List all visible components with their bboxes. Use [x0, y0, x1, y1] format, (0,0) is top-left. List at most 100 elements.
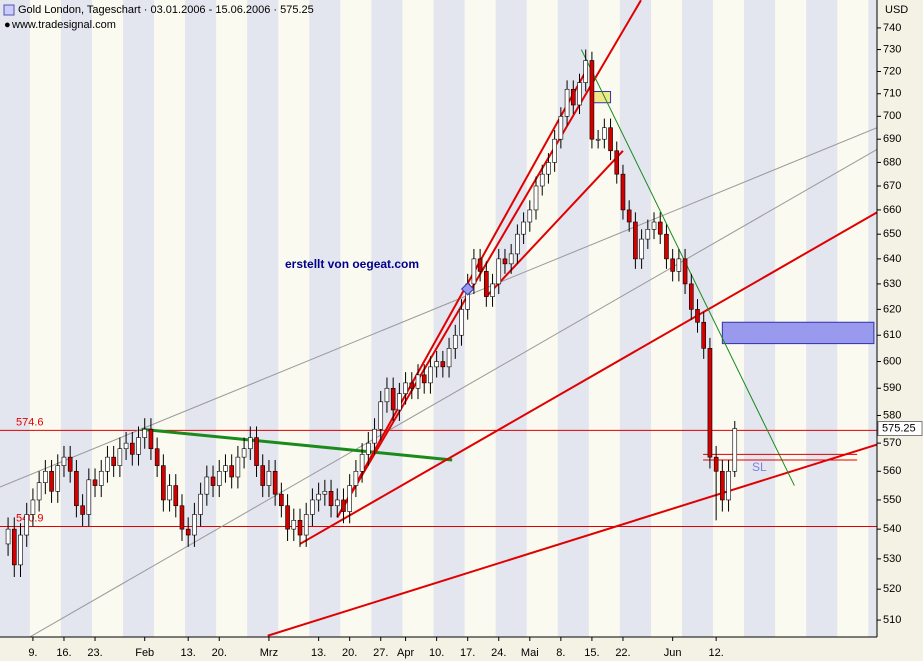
annotation: erstellt von oegeat.com — [285, 257, 419, 271]
candle-body — [272, 470, 278, 495]
candle-body — [322, 490, 328, 495]
annotation: SL — [752, 460, 767, 474]
candle-body — [148, 428, 154, 450]
candle-body — [589, 60, 595, 140]
candle-body — [341, 499, 346, 512]
candle-body — [303, 514, 309, 536]
y-tick-label: 620 — [883, 303, 901, 315]
candle-body — [98, 470, 104, 486]
y-tick-label: 650 — [883, 228, 901, 240]
week-stripe — [806, 0, 838, 637]
candle-body — [80, 505, 85, 515]
candle-body — [720, 470, 725, 501]
candle-body — [546, 162, 551, 175]
candle-body — [428, 366, 433, 384]
candle-body — [136, 437, 141, 455]
candle-body — [434, 361, 439, 368]
level-label: 574.6 — [16, 416, 44, 428]
y-tick-label: 710 — [883, 88, 901, 100]
trend-line — [29, 148, 877, 637]
y-tick-label: 520 — [883, 583, 901, 595]
week-stripe — [185, 0, 217, 637]
x-tick-label: 20. — [342, 647, 357, 659]
y-tick-label: 660 — [883, 204, 901, 216]
candle-body — [111, 456, 116, 466]
x-tick-label: Feb — [135, 647, 154, 659]
candle-body — [105, 456, 110, 472]
candle-body — [459, 309, 464, 336]
candle-body — [415, 374, 421, 389]
candle-body — [67, 456, 73, 472]
y-tick-label: 690 — [883, 133, 901, 145]
chart-subtitle: www.tradesignal.com — [11, 19, 116, 31]
week-stripe — [247, 0, 279, 637]
candle-body — [701, 321, 707, 349]
candle-body — [328, 490, 334, 507]
candle-body — [515, 233, 520, 255]
candle-body — [334, 499, 340, 507]
candle-body — [179, 505, 185, 530]
y-tick-label: 740 — [883, 22, 901, 34]
candle-body — [552, 138, 557, 163]
candle-body — [24, 514, 30, 536]
x-tick-label: 20. — [212, 647, 227, 659]
candle-body — [682, 258, 688, 285]
candle-body — [614, 150, 620, 175]
x-tick-label: 8. — [556, 647, 565, 659]
candle-body — [310, 499, 315, 515]
candle-body — [452, 334, 458, 349]
y-tick-label: 610 — [883, 329, 901, 341]
candle-body — [626, 209, 632, 223]
candle-body — [161, 465, 166, 501]
x-tick-label: Mai — [521, 647, 539, 659]
y-tick-label: 560 — [883, 465, 901, 477]
x-tick-label: 15. — [584, 647, 599, 659]
x-tick-label: 13. — [311, 647, 326, 659]
candle-body — [477, 258, 483, 272]
subtitle-icon: ● — [4, 19, 11, 31]
candle-body — [502, 258, 508, 265]
x-tick-label: Apr — [397, 647, 414, 659]
candle-body — [558, 116, 564, 140]
x-tick-label: 9. — [28, 647, 37, 659]
candle-body — [676, 258, 682, 272]
x-axis-area — [0, 637, 877, 661]
candle-body — [490, 283, 495, 297]
candle-body — [359, 454, 365, 472]
candle-body — [167, 485, 172, 501]
candle-body — [570, 88, 576, 106]
candle-body — [260, 465, 266, 486]
candle-body — [30, 499, 36, 515]
y-tick-label: 510 — [883, 614, 901, 626]
candle-body — [397, 393, 402, 411]
candle-body — [390, 387, 396, 411]
candle-body — [18, 534, 23, 566]
candle-body — [602, 127, 607, 140]
candle-body — [539, 173, 545, 187]
candle-body — [5, 528, 11, 545]
candle-body — [285, 505, 290, 530]
y-tick-label: 630 — [883, 278, 901, 290]
candle-body — [316, 493, 321, 501]
candle-body — [74, 470, 79, 507]
candle-body — [726, 470, 731, 501]
y-axis-area — [877, 0, 923, 661]
candle-body — [620, 173, 626, 211]
candle-body — [216, 470, 222, 486]
candle-body — [484, 271, 489, 297]
trend-line — [485, 150, 624, 298]
candle-body — [235, 456, 241, 478]
candle-body — [372, 428, 377, 444]
candle-body — [142, 428, 148, 438]
candle-body — [123, 442, 129, 450]
candle-body — [223, 465, 228, 472]
candle-body — [366, 442, 371, 455]
y-tick-label: 640 — [883, 253, 901, 265]
y-tick-label: 580 — [883, 409, 901, 421]
candle-body — [384, 387, 390, 403]
candle-body — [241, 448, 247, 458]
week-stripe — [744, 0, 776, 637]
x-tick-label: Jun — [664, 647, 682, 659]
y-tick-label: 550 — [883, 494, 901, 506]
candle-body — [633, 221, 638, 260]
